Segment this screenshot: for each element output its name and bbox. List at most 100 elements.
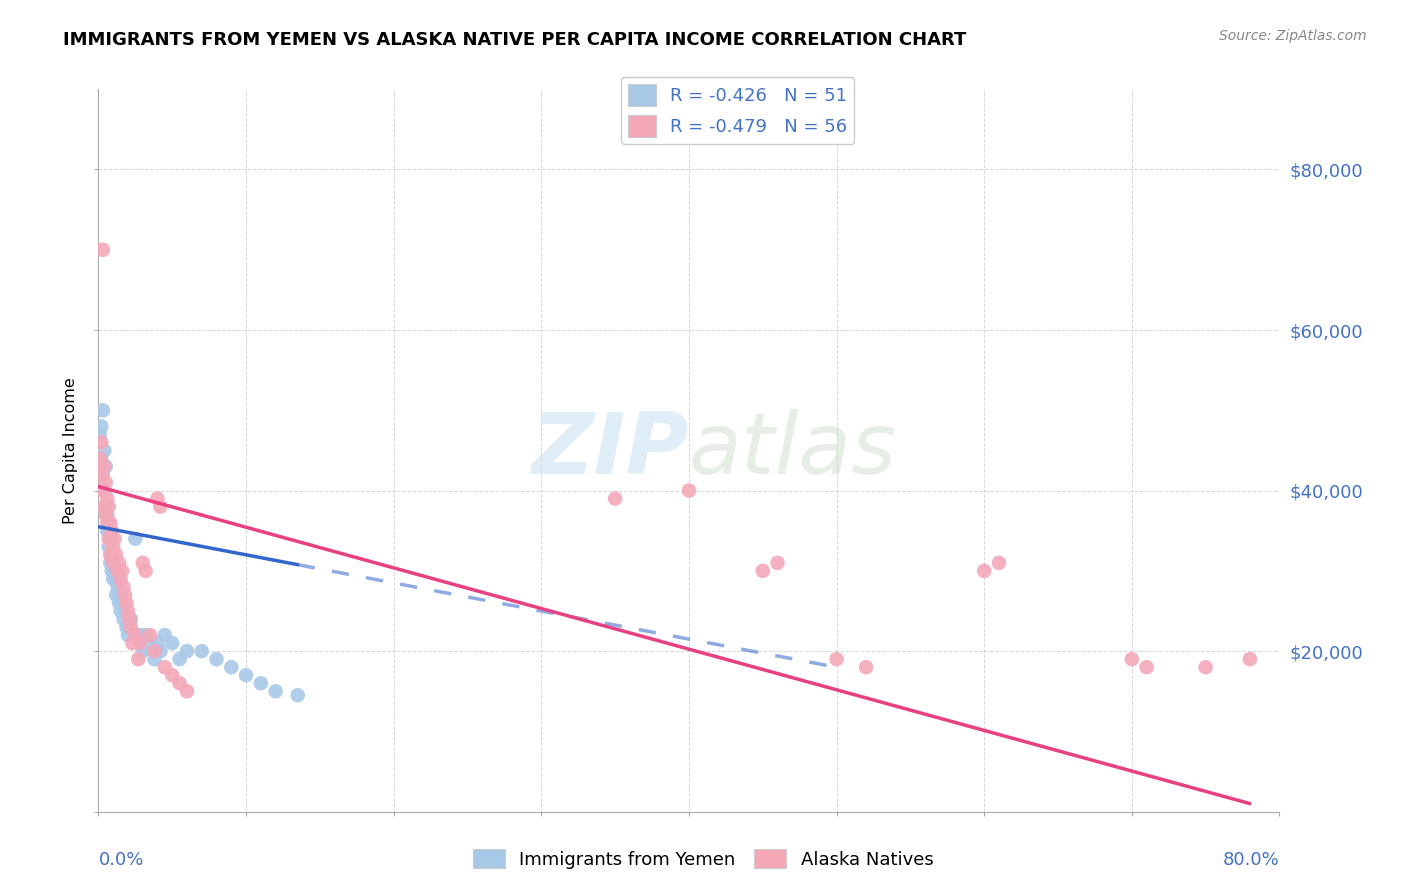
Point [139, 628, 162, 642]
Point [90, 467, 112, 482]
Point [112, 612, 135, 626]
Point [149, 644, 172, 658]
Point [128, 628, 150, 642]
Point [143, 644, 166, 658]
Point [124, 628, 146, 642]
Point [139, 636, 162, 650]
Point [250, 676, 273, 690]
Point [169, 652, 191, 666]
Point [176, 684, 198, 698]
Point [1136, 660, 1159, 674]
Point [107, 564, 129, 578]
Text: ZIP: ZIP [531, 409, 689, 492]
Point [115, 620, 138, 634]
Point [127, 652, 149, 666]
Point [108, 556, 131, 570]
Point [264, 684, 287, 698]
Point [111, 596, 134, 610]
Point [89, 451, 111, 466]
Point [108, 596, 131, 610]
Text: Source: ZipAtlas.com: Source: ZipAtlas.com [1219, 29, 1367, 43]
Point [98, 532, 121, 546]
Point [89, 427, 111, 442]
Point [103, 556, 125, 570]
Point [973, 564, 995, 578]
Point [97, 516, 120, 530]
Point [112, 580, 135, 594]
Point [162, 668, 183, 682]
Point [143, 652, 166, 666]
Point [104, 532, 127, 546]
Text: 80.0%: 80.0% [1223, 852, 1279, 870]
Point [110, 588, 132, 602]
Point [135, 564, 157, 578]
Text: atlas: atlas [689, 409, 897, 492]
Point [90, 419, 112, 434]
Point [90, 435, 112, 450]
Y-axis label: Per Capita Income: Per Capita Income [63, 377, 79, 524]
Point [149, 500, 172, 514]
Point [855, 660, 877, 674]
Point [96, 508, 118, 522]
Point [153, 628, 176, 642]
Point [98, 556, 121, 570]
Point [678, 483, 700, 498]
Point [988, 556, 1011, 570]
Point [90, 451, 112, 466]
Point [103, 540, 125, 554]
Point [221, 660, 243, 674]
Point [105, 588, 128, 602]
Point [111, 564, 134, 578]
Point [132, 644, 155, 658]
Point [162, 636, 183, 650]
Point [752, 564, 775, 578]
Point [103, 572, 125, 586]
Point [93, 500, 115, 514]
Point [205, 652, 228, 666]
Point [91, 467, 114, 482]
Point [105, 572, 128, 586]
Point [135, 628, 157, 642]
Point [100, 548, 122, 562]
Point [114, 588, 136, 602]
Point [98, 516, 121, 530]
Point [169, 676, 191, 690]
Point [114, 604, 136, 618]
Point [115, 596, 138, 610]
Point [235, 668, 257, 682]
Point [97, 500, 120, 514]
Point [124, 532, 146, 546]
Point [191, 644, 214, 658]
Point [118, 612, 141, 626]
Point [825, 652, 848, 666]
Point [1239, 652, 1261, 666]
Point [91, 483, 114, 498]
Point [120, 612, 142, 626]
Point [94, 475, 117, 490]
Point [93, 483, 115, 498]
Point [110, 572, 132, 586]
Point [100, 524, 122, 538]
Text: 0.0%: 0.0% [98, 852, 143, 870]
Point [93, 443, 115, 458]
Point [1195, 660, 1218, 674]
Point [176, 644, 198, 658]
Point [107, 580, 129, 594]
Point [96, 524, 118, 538]
Point [605, 491, 627, 506]
Point [91, 243, 114, 257]
Text: IMMIGRANTS FROM YEMEN VS ALASKA NATIVE PER CAPITA INCOME CORRELATION CHART: IMMIGRANTS FROM YEMEN VS ALASKA NATIVE P… [63, 31, 967, 49]
Point [287, 689, 309, 703]
Point [105, 548, 128, 562]
Point [132, 556, 155, 570]
Legend: R = -0.426   N = 51, R = -0.479   N = 56: R = -0.426 N = 51, R = -0.479 N = 56 [621, 77, 855, 145]
Point [1121, 652, 1143, 666]
Point [97, 532, 120, 546]
Point [97, 540, 120, 554]
Point [117, 628, 139, 642]
Legend: Immigrants from Yemen, Alaska Natives: Immigrants from Yemen, Alaska Natives [465, 842, 941, 876]
Point [96, 491, 118, 506]
Point [94, 500, 117, 514]
Point [153, 660, 176, 674]
Point [128, 636, 150, 650]
